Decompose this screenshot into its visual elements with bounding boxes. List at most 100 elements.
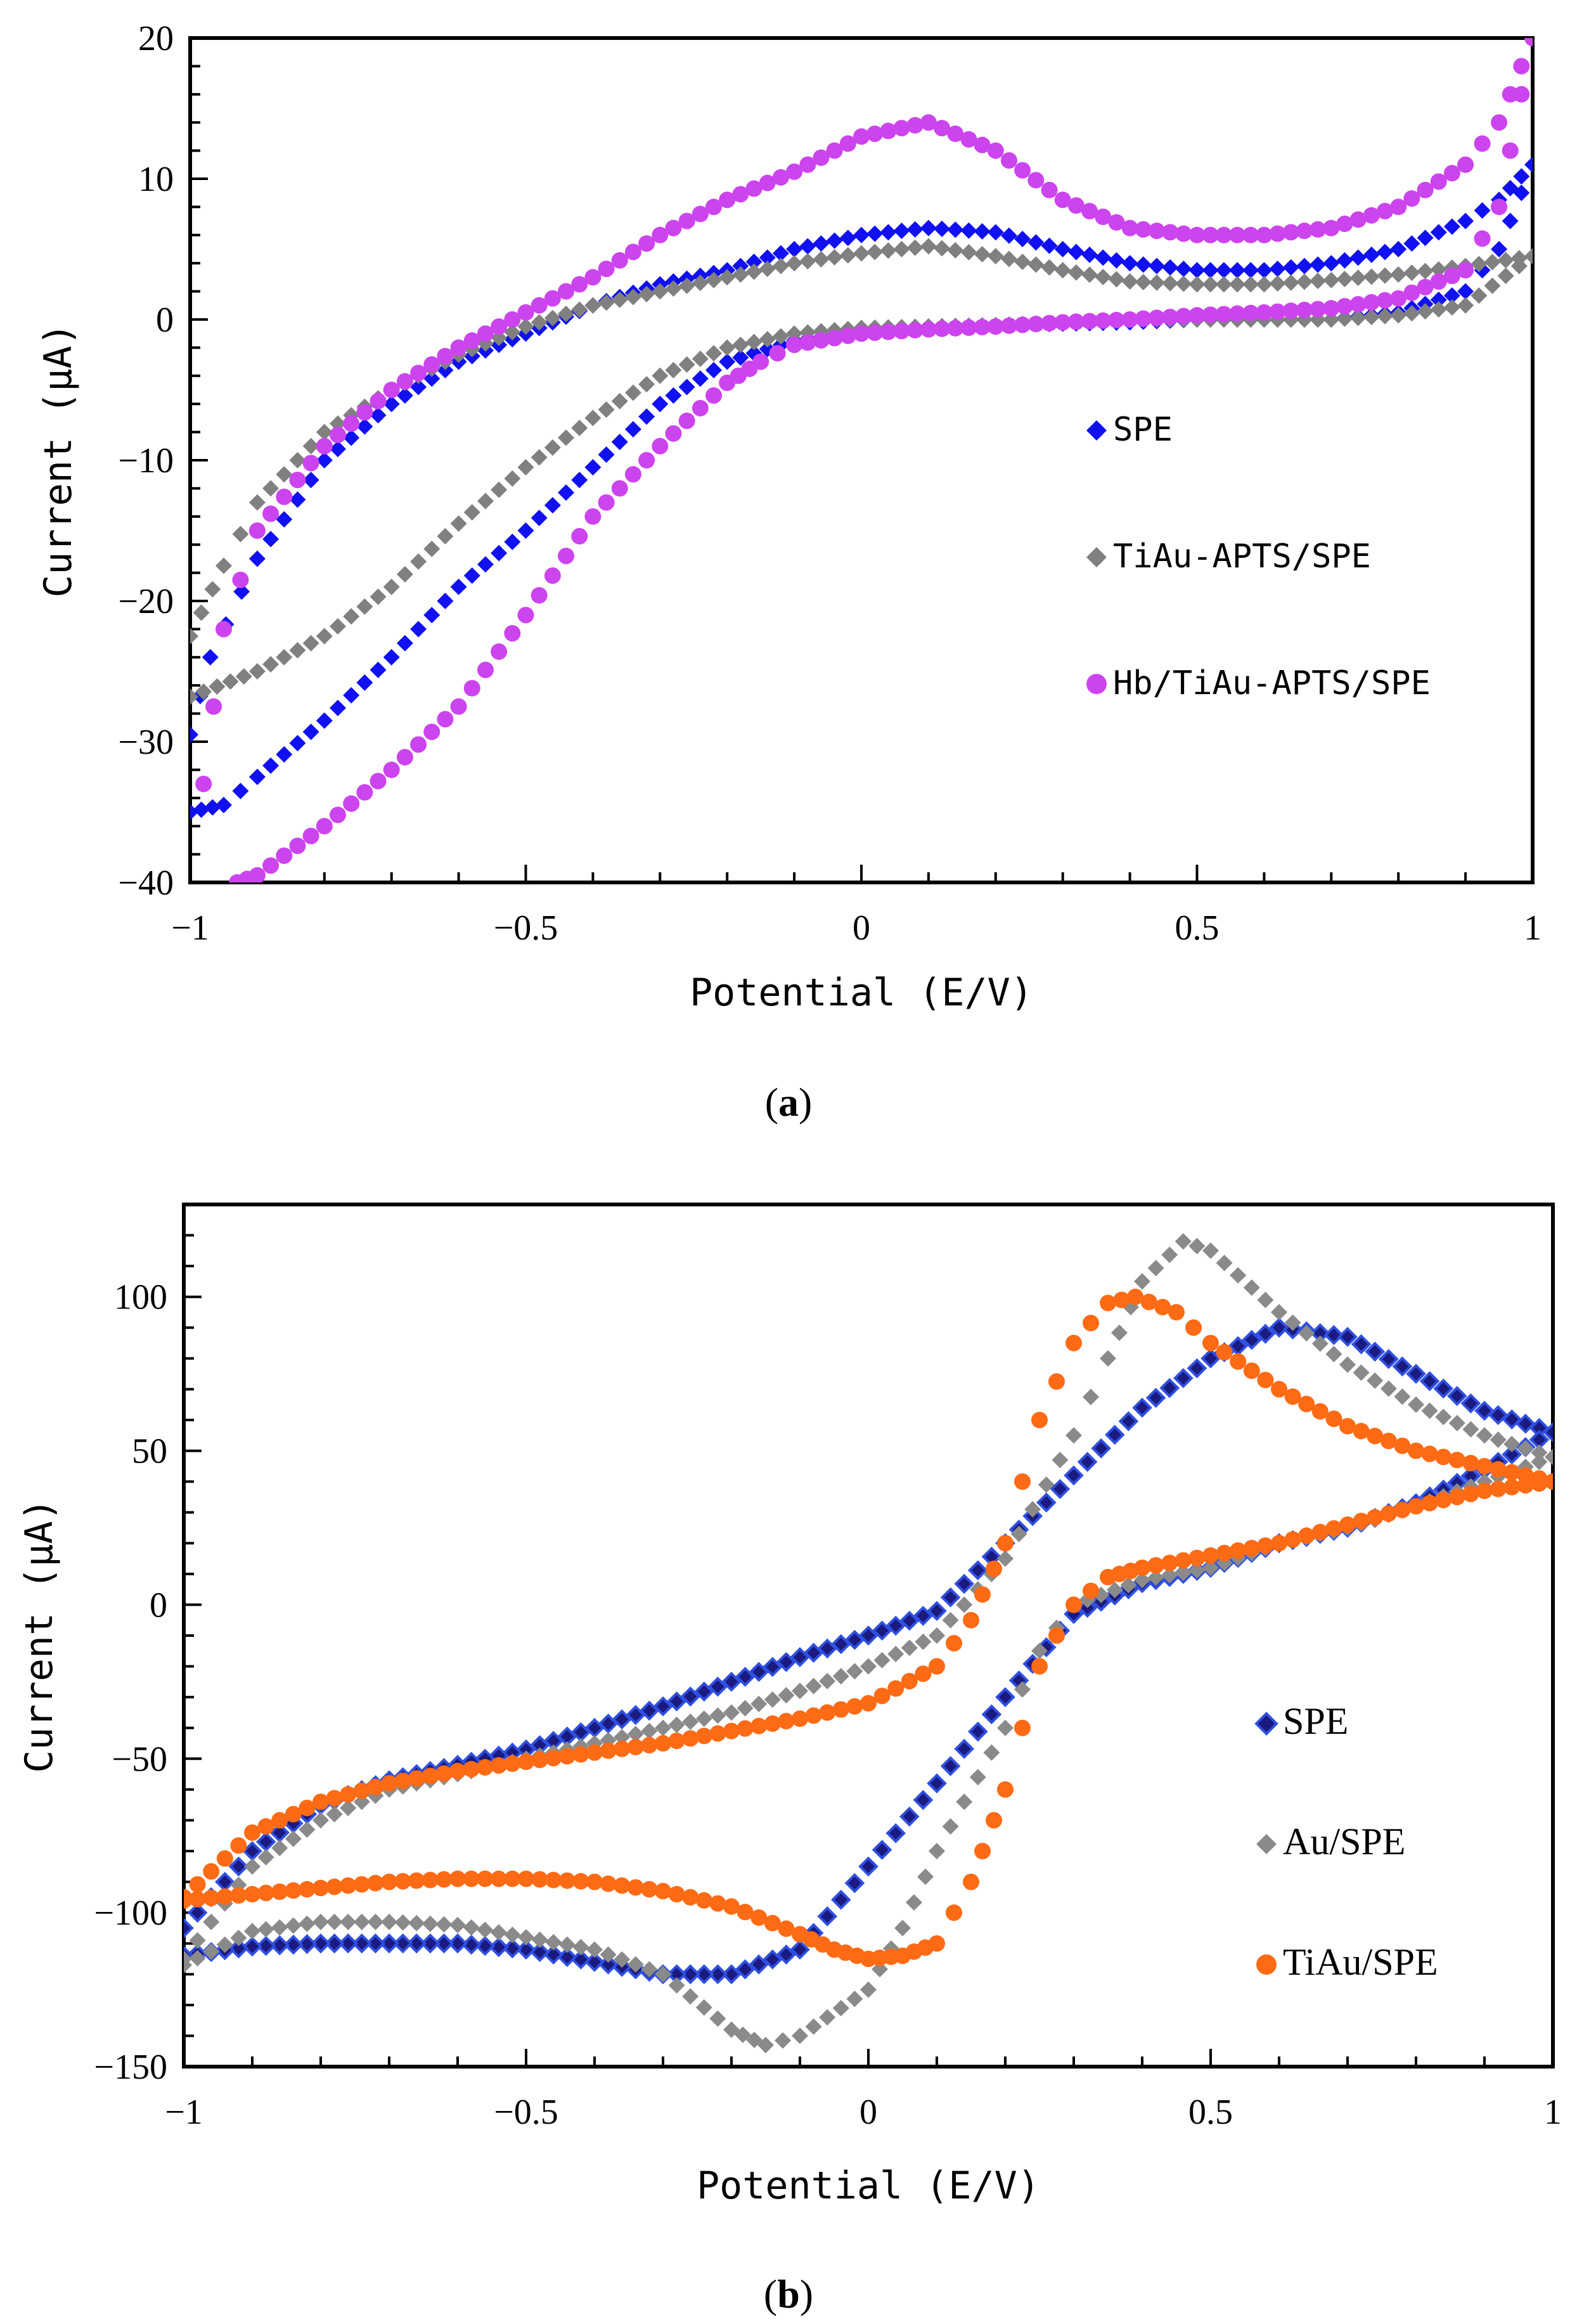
data-point bbox=[655, 1719, 671, 1736]
data-point bbox=[906, 239, 924, 256]
data-point bbox=[927, 1773, 947, 1793]
data-point bbox=[1256, 304, 1273, 321]
y-tick-label: −30 bbox=[118, 723, 174, 762]
data-point bbox=[343, 608, 360, 625]
data-point bbox=[1337, 1327, 1358, 1347]
data-point bbox=[799, 253, 816, 270]
data-point bbox=[463, 680, 480, 697]
data-point bbox=[737, 1700, 754, 1717]
data-point bbox=[504, 323, 521, 340]
data-point bbox=[490, 1924, 507, 1941]
data-point bbox=[1202, 226, 1219, 243]
data-point bbox=[1067, 264, 1085, 281]
data-point bbox=[997, 1719, 1014, 1736]
data-point bbox=[449, 1870, 466, 1887]
data-point bbox=[705, 271, 723, 288]
data-point bbox=[611, 252, 628, 269]
data-point bbox=[187, 1902, 208, 1923]
data-point bbox=[692, 274, 709, 292]
data-point bbox=[311, 1933, 331, 1954]
data-point bbox=[1296, 301, 1313, 318]
tick-labels-b: −1 −0.5 0 0.5 1 −150 −100 −50 0 50 100 bbox=[94, 1278, 1562, 2132]
data-point bbox=[638, 376, 655, 393]
data-point bbox=[839, 135, 856, 152]
data-point bbox=[638, 408, 655, 425]
data-point bbox=[289, 642, 306, 659]
data-point bbox=[1215, 226, 1232, 243]
data-point bbox=[1380, 1505, 1397, 1522]
data-point bbox=[1339, 1356, 1356, 1373]
data-point bbox=[1363, 309, 1380, 326]
data-point bbox=[1188, 1237, 1206, 1255]
data-point bbox=[356, 674, 373, 691]
data-point bbox=[1175, 1233, 1192, 1250]
data-point bbox=[799, 156, 816, 173]
data-point bbox=[627, 1879, 644, 1896]
data-point bbox=[326, 1805, 343, 1823]
data-point bbox=[1031, 1643, 1048, 1660]
data-point bbox=[737, 1720, 754, 1737]
y-tick-label: 50 bbox=[132, 1432, 167, 1471]
data-point bbox=[584, 459, 602, 476]
data-point bbox=[1503, 1435, 1521, 1452]
data-point bbox=[627, 1738, 644, 1755]
data-point bbox=[1457, 262, 1474, 279]
data-point bbox=[343, 429, 360, 446]
data-point bbox=[1148, 257, 1165, 274]
data-point bbox=[872, 1620, 892, 1641]
data-point bbox=[1367, 1372, 1384, 1389]
data-point bbox=[954, 1738, 975, 1759]
data-point bbox=[1296, 273, 1313, 290]
data-point bbox=[915, 1665, 932, 1682]
data-point bbox=[899, 1610, 920, 1631]
data-point bbox=[974, 1843, 991, 1859]
data-point bbox=[262, 505, 280, 522]
data-point bbox=[586, 1873, 603, 1890]
legend-label: SPE bbox=[1283, 1700, 1348, 1742]
data-point bbox=[987, 224, 1004, 241]
data-point bbox=[1517, 1440, 1534, 1457]
data-point bbox=[1531, 1444, 1548, 1461]
data-point bbox=[1054, 262, 1071, 279]
data-point bbox=[764, 1715, 781, 1732]
data-point bbox=[184, 1892, 192, 1909]
data-point bbox=[394, 1873, 411, 1890]
data-point bbox=[299, 1821, 316, 1838]
data-point bbox=[1298, 1325, 1315, 1342]
data-point bbox=[1202, 1547, 1219, 1564]
data-point bbox=[1339, 1516, 1356, 1533]
data-point bbox=[184, 1918, 194, 1939]
data-point bbox=[790, 1939, 810, 1960]
legend-b: SPE Au/SPE TiAu/SPE bbox=[1254, 1700, 1438, 1983]
data-point bbox=[1054, 241, 1071, 257]
data-point bbox=[1310, 273, 1327, 290]
data-point bbox=[437, 361, 454, 378]
data-point bbox=[1377, 243, 1394, 261]
data-point bbox=[1147, 1557, 1164, 1574]
data-point bbox=[396, 635, 413, 652]
data-point bbox=[312, 1812, 329, 1829]
data-point bbox=[1515, 1414, 1536, 1434]
legend-a: SPE TiAu-APTS/SPE Hb/TiAu-APTS/SPE bbox=[1086, 411, 1431, 702]
data-point bbox=[312, 1793, 329, 1811]
data-point bbox=[678, 412, 695, 429]
data-point bbox=[614, 1740, 631, 1757]
data-point bbox=[1243, 1279, 1260, 1296]
data-point bbox=[326, 1878, 343, 1895]
data-point bbox=[1390, 307, 1407, 324]
data-point bbox=[276, 847, 293, 864]
data-point bbox=[1147, 1260, 1164, 1277]
data-point bbox=[370, 588, 387, 605]
data-point bbox=[316, 628, 333, 645]
data-point bbox=[1216, 1344, 1233, 1361]
data-point bbox=[558, 484, 575, 501]
data-point bbox=[504, 311, 521, 328]
x-tick-label: −0.5 bbox=[494, 2093, 558, 2132]
data-point bbox=[1054, 314, 1071, 331]
tick-marks-a bbox=[189, 37, 1534, 884]
data-point bbox=[518, 1870, 534, 1887]
data-point bbox=[652, 396, 669, 413]
data-point bbox=[1417, 181, 1434, 198]
data-point bbox=[1476, 1482, 1493, 1499]
data-point bbox=[786, 241, 803, 257]
